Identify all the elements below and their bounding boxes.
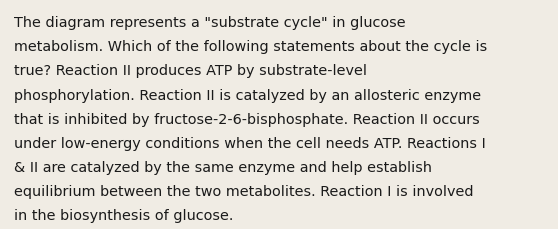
Text: that is inhibited by fructose-2-6-bisphosphate. Reaction II occurs: that is inhibited by fructose-2-6-bispho… [14,112,480,126]
Text: equilibrium between the two metabolites. Reaction I is involved: equilibrium between the two metabolites.… [14,184,473,198]
Text: metabolism. Which of the following statements about the cycle is: metabolism. Which of the following state… [14,40,487,54]
Text: phosphorylation. Reaction II is catalyzed by an allosteric enzyme: phosphorylation. Reaction II is catalyze… [14,88,481,102]
Text: in the biosynthesis of glucose.: in the biosynthesis of glucose. [14,208,233,222]
Text: under low-energy conditions when the cell needs ATP. Reactions I: under low-energy conditions when the cel… [14,136,485,150]
Text: true? Reaction II produces ATP by substrate-level: true? Reaction II produces ATP by substr… [14,64,367,78]
Text: & II are catalyzed by the same enzyme and help establish: & II are catalyzed by the same enzyme an… [14,160,432,174]
Text: The diagram represents a "substrate cycle" in glucose: The diagram represents a "substrate cycl… [14,16,406,30]
